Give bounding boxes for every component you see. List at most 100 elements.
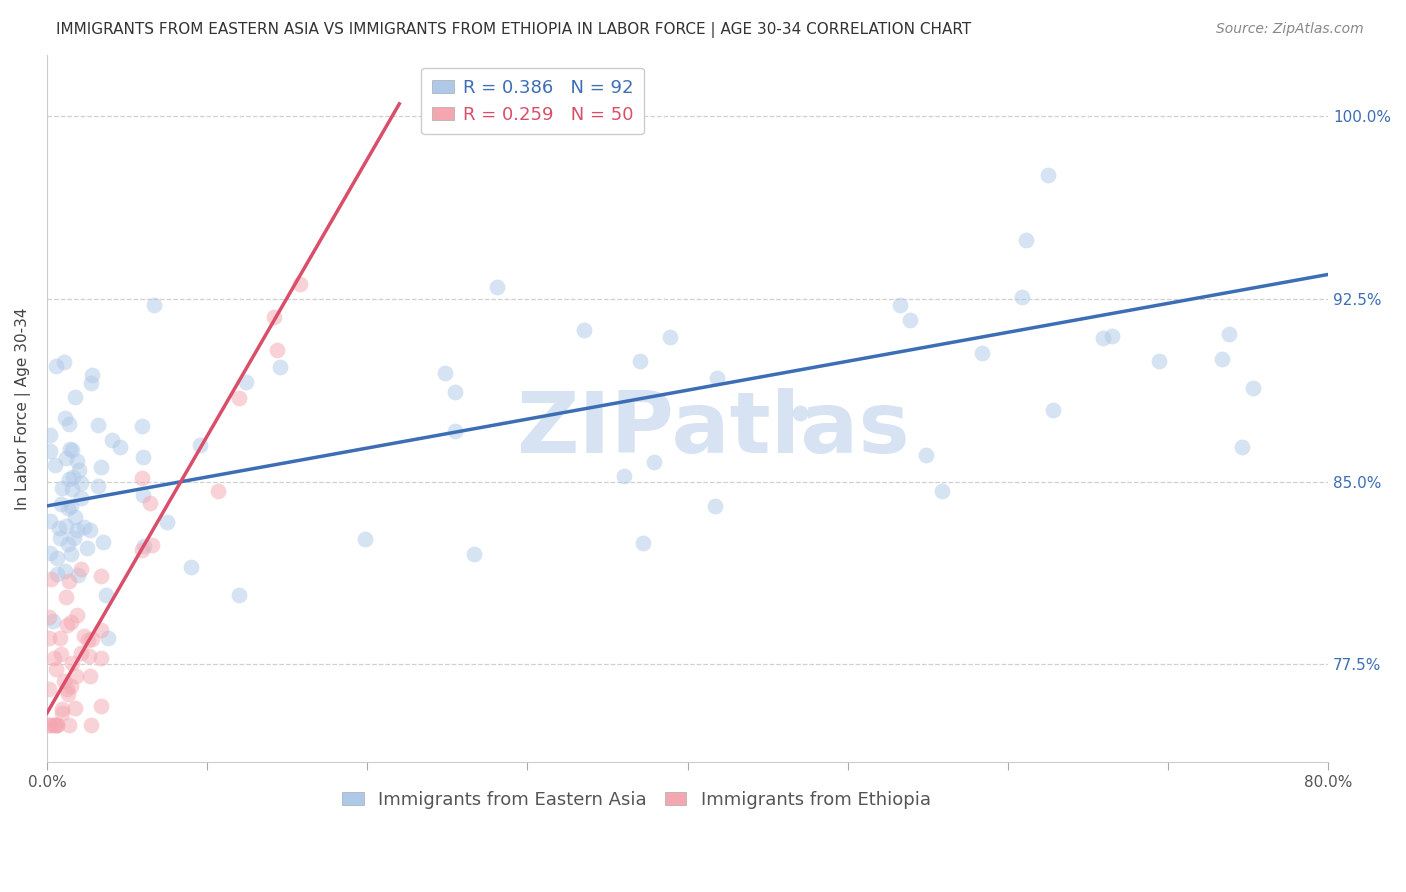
Point [70,491,93,505]
Point [90,698,112,713]
Point [53,410,76,425]
Point [80,376,103,391]
Point [60,443,83,458]
Point [263,310,285,324]
Point [354,532,377,546]
Point [55,681,77,696]
Point [51,706,73,720]
Point [66,567,89,582]
Point [38,610,60,624]
Point [90,569,112,583]
Point [156,515,179,529]
Point [49,647,72,661]
Point [572,323,595,337]
Point [53,674,76,689]
Point [131,419,153,434]
Point [63,509,86,524]
Point [45,551,67,566]
Text: Source: ZipAtlas.com: Source: ZipAtlas.com [1216,22,1364,37]
Point [66,607,89,622]
Point [931,484,953,499]
Point [266,343,288,358]
Point [188,438,211,452]
Legend: Immigrants from Eastern Asia, Immigrants from Ethiopia: Immigrants from Eastern Asia, Immigrants… [335,784,938,816]
Point [51,482,73,496]
Point [87,417,110,432]
Point [55,564,77,578]
Point [132,539,155,553]
Point [1038,169,1060,183]
Point [51,702,73,716]
Point [55,590,77,604]
Point [63,531,86,545]
Point [1218,326,1240,341]
Point [889,298,911,312]
Point [628,353,651,368]
Point [39,444,62,458]
Point [89,623,111,637]
Point [139,496,162,510]
Text: IMMIGRANTS FROM EASTERN ASIA VS IMMIGRANTS FROM ETHIOPIA IN LABOR FORCE | AGE 30: IMMIGRANTS FROM EASTERN ASIA VS IMMIGRAN… [56,22,972,38]
Point [49,531,72,545]
Point [1211,351,1233,366]
Point [108,440,131,454]
Text: ZIPatlas: ZIPatlas [516,388,910,471]
Point [631,535,654,549]
Point [63,390,86,404]
Point [60,482,83,496]
Point [80,632,103,646]
Point [94,588,117,602]
Point [76,632,98,647]
Point [60,547,83,561]
Point [80,718,103,732]
Point [38,718,60,732]
Point [659,330,682,344]
Point [62,470,84,484]
Point [1147,354,1170,368]
Point [613,469,636,483]
Point [39,572,62,586]
Point [53,355,76,369]
Point [91,534,114,549]
Point [288,277,311,291]
Point [55,451,77,466]
Point [45,359,67,373]
Point [69,647,91,661]
Point [69,562,91,576]
Point [228,588,250,602]
Point [42,651,65,665]
Point [789,405,811,419]
Point [55,518,77,533]
Point [90,460,112,475]
Point [41,614,63,628]
Point [60,499,83,513]
Point [132,450,155,464]
Point [59,679,82,693]
Point [269,359,291,374]
Point [82,368,104,382]
Point [1092,331,1115,345]
Point [44,718,66,732]
Point [90,650,112,665]
Point [39,546,62,560]
Point [915,448,938,462]
Point [1101,328,1123,343]
Point [58,501,80,516]
Point [65,523,87,537]
Point [79,523,101,537]
Point [58,472,80,486]
Point [77,649,100,664]
Point [56,618,79,632]
Point [235,376,257,390]
Point [486,279,509,293]
Point [60,656,83,670]
Point [48,521,70,535]
Point [1011,290,1033,304]
Point [44,718,66,732]
Point [56,687,79,701]
Point [67,463,90,477]
Point [1015,233,1038,247]
Point [45,718,67,732]
Point [180,559,202,574]
Point [79,669,101,683]
